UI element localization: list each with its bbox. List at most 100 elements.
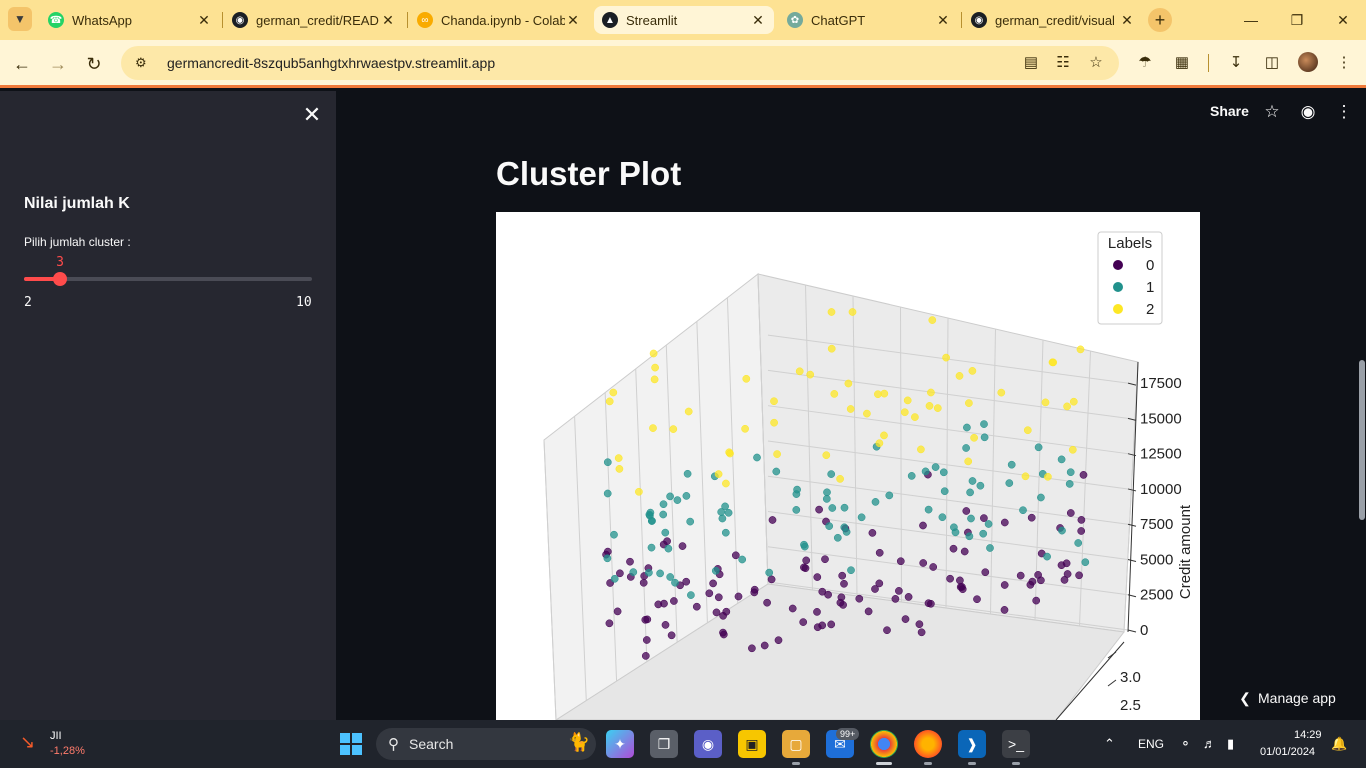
cluster-slider[interactable] xyxy=(24,272,312,286)
close-icon[interactable]: ✕ xyxy=(567,11,579,28)
stock-change[interactable]: -1,28% xyxy=(50,745,85,757)
tab-streamlit[interactable]: ▲ Streamlit ✕ xyxy=(594,6,774,34)
close-icon[interactable]: ✕ xyxy=(752,11,764,28)
avatar[interactable] xyxy=(1298,52,1318,72)
tab-whatsapp[interactable]: ☎ WhatsApp ✕ xyxy=(40,6,220,34)
notification-bell-icon[interactable]: 🔔 xyxy=(1331,736,1348,751)
z-tick xyxy=(1127,417,1137,421)
terminal-icon[interactable]: >_ xyxy=(1002,730,1030,758)
y-tick xyxy=(1107,679,1117,687)
grid-line xyxy=(574,416,587,701)
data-point xyxy=(875,548,884,557)
side-panel-icon[interactable]: ◫ xyxy=(1264,54,1280,71)
y-axis xyxy=(1055,641,1125,720)
task-view-icon[interactable]: ❐ xyxy=(650,730,678,758)
data-point xyxy=(1069,397,1078,406)
minimize-button[interactable]: — xyxy=(1228,8,1274,32)
close-icon[interactable]: ✕ xyxy=(382,11,394,28)
data-point xyxy=(917,445,925,454)
battery-icon[interactable]: ▮ xyxy=(1227,736,1235,751)
tab-github-visual[interactable]: ◉ german_credit/visual ✕ xyxy=(963,6,1143,34)
data-point xyxy=(813,608,821,616)
tray-overflow-icon[interactable]: ⌃ xyxy=(1104,736,1115,751)
tab-chatgpt[interactable]: ✿ ChatGPT ✕ xyxy=(779,6,959,34)
windows-taskbar: ↘ JII -1,28% ⚲ Search 🐈 ✦ ❐ ◉ ▣ ▢ ✉ 99+ … xyxy=(0,720,1366,768)
data-point xyxy=(741,424,749,433)
data-point xyxy=(871,585,879,593)
sticky-notes-icon[interactable]: ▣ xyxy=(738,730,766,758)
main-menu-icon[interactable]: ⋮ xyxy=(1335,102,1353,121)
data-point xyxy=(976,481,985,490)
data-point xyxy=(717,508,726,516)
github-icon[interactable]: ◉ xyxy=(1300,102,1316,121)
sidebar-title: Nilai jumlah K xyxy=(24,195,130,212)
data-point xyxy=(722,607,731,616)
back-button[interactable]: ← xyxy=(10,52,34,76)
new-tab-button[interactable]: + xyxy=(1148,8,1172,32)
address-bar[interactable]: ⚙ germancredit-8szqub5anhgtxhrwaestpv.st… xyxy=(121,46,1119,80)
tab-title: Chanda.ipynb - Colab xyxy=(441,12,565,28)
close-icon[interactable]: ✕ xyxy=(937,11,949,28)
teams-icon[interactable]: ◉ xyxy=(694,730,722,758)
data-point xyxy=(1057,561,1066,570)
site-info-icon[interactable]: ⚙ xyxy=(135,55,147,70)
copilot-icon[interactable]: ✦ xyxy=(606,730,634,758)
data-point xyxy=(885,491,894,500)
install-app-icon[interactable]: ▤ xyxy=(1023,54,1039,71)
data-point xyxy=(917,628,926,637)
close-icon[interactable]: ✕ xyxy=(1121,11,1133,28)
browser-menu-icon[interactable]: ⋮ xyxy=(1336,54,1352,71)
maximize-button[interactable]: ❐ xyxy=(1274,8,1320,32)
url-text: germancredit-8szqub5anhgtxhrwaestpv.stre… xyxy=(167,55,496,71)
star-icon[interactable]: ☆ xyxy=(1264,102,1280,121)
data-point xyxy=(1005,479,1014,487)
close-icon[interactable]: ✕ xyxy=(198,11,210,28)
data-point xyxy=(915,620,924,629)
close-window-button[interactable]: ✕ xyxy=(1320,8,1366,32)
file-explorer-icon[interactable]: ▢ xyxy=(782,730,810,758)
extensions-puzzle-icon[interactable]: ▦ xyxy=(1174,54,1190,71)
grid-line xyxy=(696,321,708,623)
data-point xyxy=(670,597,678,605)
firefox-icon[interactable] xyxy=(914,730,942,758)
clock-date[interactable]: 01/01/2024 xyxy=(1260,746,1316,758)
data-point xyxy=(731,551,740,560)
data-point xyxy=(855,594,864,603)
wifi-icon[interactable]: ⚬ xyxy=(1180,736,1191,751)
scrollbar[interactable] xyxy=(1359,360,1365,520)
grid-line xyxy=(757,273,769,585)
forward-button[interactable]: → xyxy=(46,52,70,76)
close-icon: ✕ xyxy=(302,102,322,127)
arrow-left-icon: ← xyxy=(13,54,31,74)
stock-name[interactable]: JII xyxy=(50,730,62,742)
tab-search-button[interactable]: ▼ xyxy=(8,7,32,31)
translate-icon[interactable]: ☷ xyxy=(1056,54,1070,71)
stock-down-icon[interactable]: ↘ xyxy=(20,732,36,752)
data-point xyxy=(1021,472,1030,481)
volume-icon[interactable]: ♬ xyxy=(1203,736,1216,751)
app-running-indicator xyxy=(1012,762,1020,765)
share-button[interactable]: Share xyxy=(1210,103,1249,119)
extension-profile-icon[interactable]: ☂ xyxy=(1138,54,1152,71)
data-point xyxy=(840,503,849,512)
bookmark-star-icon[interactable]: ☆ xyxy=(1089,54,1103,71)
download-icon[interactable]: ↧ xyxy=(1229,54,1243,71)
tab-colab[interactable]: ∞ Chanda.ipynb - Colab ✕ xyxy=(409,6,589,34)
reload-button[interactable]: ↻ xyxy=(82,52,106,76)
data-point xyxy=(1019,506,1027,515)
data-point xyxy=(925,402,934,410)
data-point xyxy=(815,505,823,514)
data-point xyxy=(1066,509,1075,517)
slider-thumb[interactable] xyxy=(53,272,67,286)
close-sidebar-button[interactable]: ✕ xyxy=(300,103,324,127)
grid-line xyxy=(990,328,996,615)
chrome-icon[interactable] xyxy=(870,730,898,758)
language-indicator[interactable]: ENG xyxy=(1138,737,1165,751)
data-point xyxy=(629,568,638,576)
tab-github-readme[interactable]: ◉ german_credit/READI ✕ xyxy=(224,6,404,34)
taskbar-search[interactable]: ⚲ Search 🐈 xyxy=(376,728,596,760)
manage-app-button[interactable]: ❮ Manage app xyxy=(1232,684,1366,712)
vscode-icon[interactable]: ❱ xyxy=(958,730,986,758)
clock-time[interactable]: 14:29 xyxy=(1294,729,1322,741)
windows-start-icon[interactable] xyxy=(340,733,362,755)
